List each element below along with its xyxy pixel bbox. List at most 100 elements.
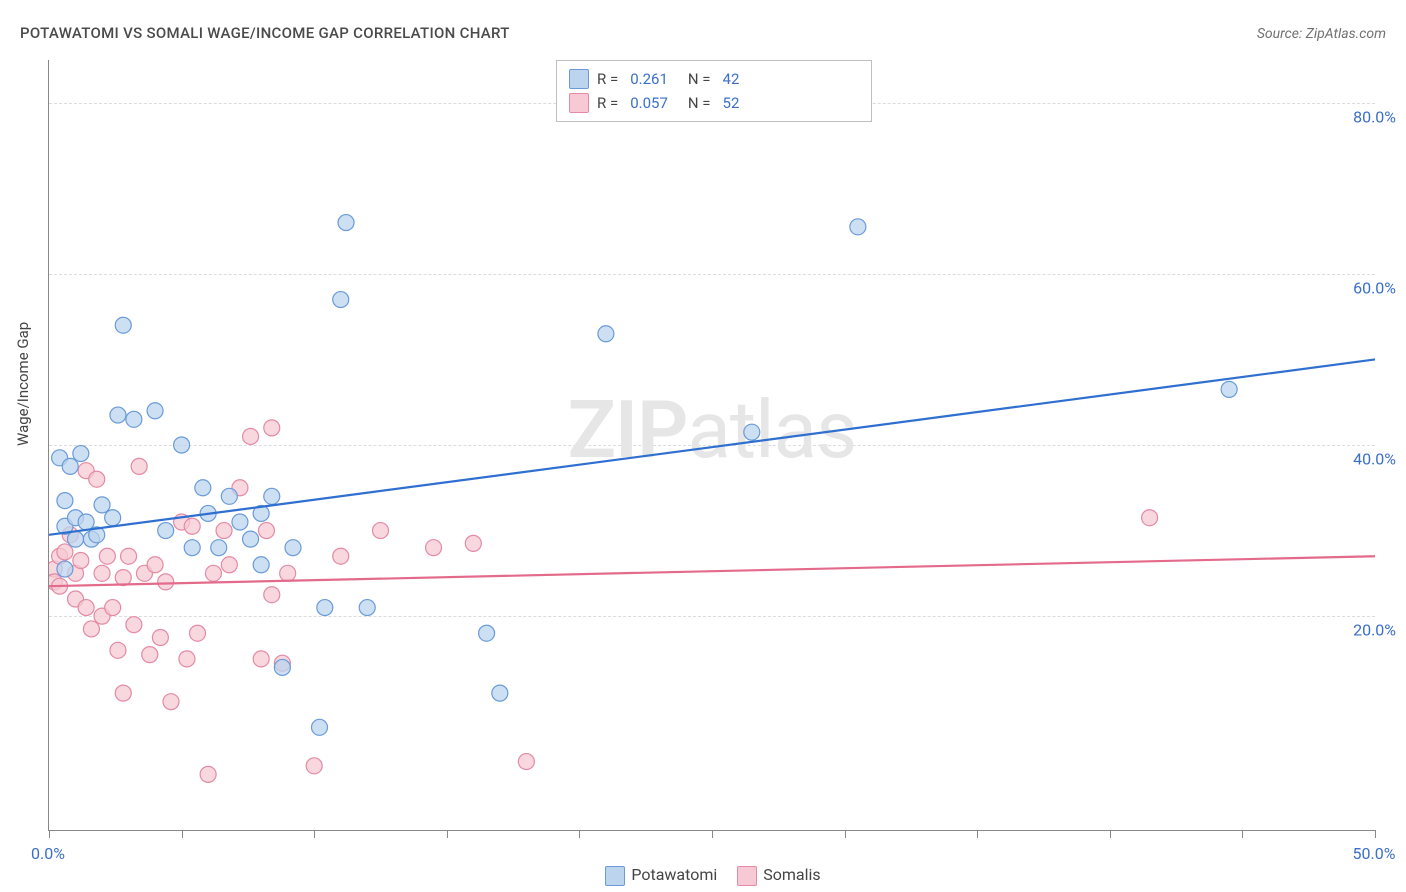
data-point-potawatomi xyxy=(73,446,89,462)
data-point-somalis xyxy=(216,523,232,539)
legend-swatch-potawatomi xyxy=(605,866,625,886)
data-point-somalis xyxy=(205,565,221,581)
data-point-somalis xyxy=(121,548,137,564)
data-point-potawatomi xyxy=(243,531,259,547)
data-point-somalis xyxy=(306,758,322,774)
chart-title: POTAWATOMI VS SOMALI WAGE/INCOME GAP COR… xyxy=(20,24,510,42)
data-point-somalis xyxy=(131,458,147,474)
data-point-somalis xyxy=(99,548,115,564)
data-point-somalis xyxy=(57,544,73,560)
source-attribution: Source: ZipAtlas.com xyxy=(1257,26,1386,42)
x-tick xyxy=(1242,830,1243,838)
data-point-somalis xyxy=(83,621,99,637)
data-point-somalis xyxy=(105,600,121,616)
data-point-somalis xyxy=(373,523,389,539)
x-tick xyxy=(712,830,713,838)
x-tick xyxy=(49,830,50,838)
data-point-somalis xyxy=(253,651,269,667)
data-point-somalis xyxy=(179,651,195,667)
data-point-potawatomi xyxy=(492,685,508,701)
data-point-somalis xyxy=(280,565,296,581)
data-point-potawatomi xyxy=(333,292,349,308)
data-point-potawatomi xyxy=(68,531,84,547)
data-point-somalis xyxy=(1142,510,1158,526)
legend-r-label: R = xyxy=(597,94,618,112)
data-point-somalis xyxy=(221,557,237,573)
data-point-somalis xyxy=(73,553,89,569)
data-point-potawatomi xyxy=(94,497,110,513)
data-point-potawatomi xyxy=(338,215,354,231)
data-point-potawatomi xyxy=(147,403,163,419)
data-point-somalis xyxy=(115,570,131,586)
data-point-somalis xyxy=(142,647,158,663)
x-tick xyxy=(182,830,183,838)
data-point-potawatomi xyxy=(285,540,301,556)
data-point-potawatomi xyxy=(158,523,174,539)
data-point-potawatomi xyxy=(126,411,142,427)
trend-line-potawatomi xyxy=(49,359,1375,534)
data-point-potawatomi xyxy=(195,480,211,496)
plot-area: ZIPatlas xyxy=(48,60,1375,831)
data-point-somalis xyxy=(426,540,442,556)
data-point-potawatomi xyxy=(211,540,227,556)
correlation-legend: R =0.261N =42R =0.057N =52 xyxy=(556,60,872,122)
data-point-potawatomi xyxy=(57,561,73,577)
data-point-potawatomi xyxy=(1221,381,1237,397)
data-point-potawatomi xyxy=(221,488,237,504)
data-point-potawatomi xyxy=(174,437,190,453)
x-tick-label: 0.0% xyxy=(31,844,65,863)
data-point-somalis xyxy=(258,523,274,539)
data-point-somalis xyxy=(465,535,481,551)
legend-n-label: N = xyxy=(688,70,711,88)
x-tick xyxy=(579,830,580,838)
data-point-somalis xyxy=(147,557,163,573)
data-point-somalis xyxy=(110,642,126,658)
legend-r-value: 0.057 xyxy=(630,94,668,112)
data-point-potawatomi xyxy=(264,488,280,504)
data-point-somalis xyxy=(243,428,259,444)
x-tick xyxy=(314,830,315,838)
data-point-somalis xyxy=(78,600,94,616)
data-point-somalis xyxy=(152,630,168,646)
data-point-potawatomi xyxy=(184,540,200,556)
data-point-potawatomi xyxy=(110,407,126,423)
legend-swatch-somalis xyxy=(737,866,757,886)
data-point-somalis xyxy=(126,617,142,633)
x-tick xyxy=(977,830,978,838)
y-axis-label: Wage/Income Gap xyxy=(14,322,32,446)
legend-row-somalis: R =0.057N =52 xyxy=(569,91,859,115)
x-tick xyxy=(447,830,448,838)
data-point-somalis xyxy=(200,766,216,782)
data-point-potawatomi xyxy=(232,514,248,530)
data-point-potawatomi xyxy=(105,510,121,526)
data-point-potawatomi xyxy=(274,659,290,675)
x-tick xyxy=(1110,830,1111,838)
legend-n-value: 52 xyxy=(723,94,740,112)
trend-line-somalis xyxy=(49,556,1375,586)
data-point-potawatomi xyxy=(850,219,866,235)
data-point-potawatomi xyxy=(317,600,333,616)
data-point-somalis xyxy=(264,420,280,436)
legend-label-potawatomi: Potawatomi xyxy=(631,865,717,884)
x-tick xyxy=(845,830,846,838)
legend-r-label: R = xyxy=(597,70,618,88)
legend-row-potawatomi: R =0.261N =42 xyxy=(569,67,859,91)
x-tick-label: 50.0% xyxy=(1353,844,1396,863)
data-point-somalis xyxy=(94,565,110,581)
data-point-potawatomi xyxy=(359,600,375,616)
data-point-potawatomi xyxy=(312,719,328,735)
legend-swatch xyxy=(569,93,589,113)
data-point-potawatomi xyxy=(115,317,131,333)
chart-canvas xyxy=(49,60,1375,830)
data-point-somalis xyxy=(184,518,200,534)
data-point-somalis xyxy=(264,587,280,603)
data-point-somalis xyxy=(190,625,206,641)
data-point-potawatomi xyxy=(598,326,614,342)
data-point-potawatomi xyxy=(744,424,760,440)
data-point-potawatomi xyxy=(62,458,78,474)
legend-swatch xyxy=(569,69,589,89)
legend-r-value: 0.261 xyxy=(630,70,668,88)
legend-label-somalis: Somalis xyxy=(763,865,820,884)
data-point-somalis xyxy=(89,471,105,487)
data-point-somalis xyxy=(333,548,349,564)
